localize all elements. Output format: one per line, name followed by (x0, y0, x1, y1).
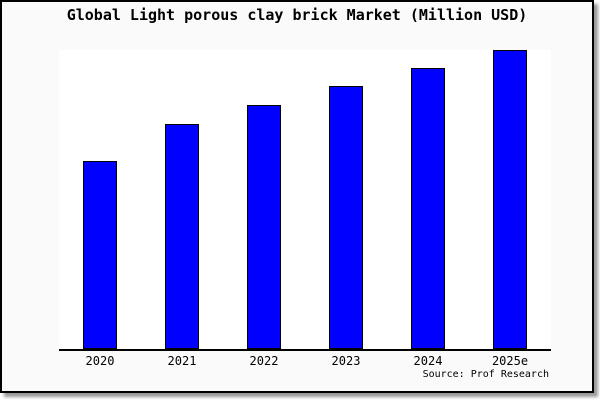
bar-2023 (329, 85, 363, 349)
x-tick-label-2024: 2024 (413, 354, 443, 368)
bars-container (59, 50, 551, 349)
bar-2021 (165, 123, 199, 349)
bar-2024 (411, 67, 445, 349)
x-tick-label-2021: 2021 (167, 354, 197, 368)
bar-2022 (247, 105, 281, 349)
plot-area (59, 50, 551, 351)
source-caption: Source: Prof Research (422, 369, 549, 380)
bar-2025e (493, 50, 527, 349)
x-tick-label-2022: 2022 (249, 354, 279, 368)
chart-title: Global Light porous clay brick Market (M… (66, 6, 528, 24)
x-tick-label-2023: 2023 (331, 354, 361, 368)
bar-2020 (83, 160, 117, 349)
x-axis-labels: 2020 2021 2022 2023 2024 2025e (59, 354, 551, 368)
x-tick-label-2020: 2020 (85, 354, 115, 368)
x-tick-label-2025e: 2025e (491, 354, 529, 368)
chart-window: Global Light porous clay brick Market (M… (0, 0, 594, 393)
